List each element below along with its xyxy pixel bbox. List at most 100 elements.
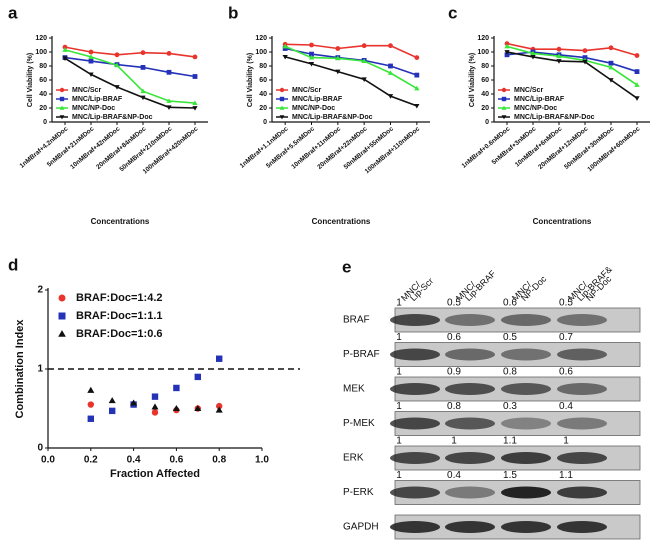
marker (308, 54, 315, 60)
band (445, 383, 495, 395)
marker (59, 96, 65, 102)
y-axis-label: Cell Viability (%) (27, 53, 34, 107)
x-axis-label: Concentrations (533, 217, 592, 226)
marker (166, 51, 172, 56)
marker (87, 401, 95, 408)
panel-label: e (342, 257, 351, 276)
row-label: P-BRAF (343, 349, 380, 360)
marker (387, 70, 394, 75)
y-axis-label: Combination Index (14, 319, 26, 419)
marker (88, 72, 94, 78)
marker (414, 55, 420, 60)
y-tick-label: 2 (37, 285, 43, 296)
band (445, 521, 495, 533)
band-value: 0.5 (503, 332, 517, 343)
marker (387, 94, 394, 99)
band-value: 1 (396, 332, 402, 343)
marker (173, 384, 180, 392)
marker (388, 43, 393, 49)
marker (582, 55, 588, 60)
marker (58, 312, 66, 320)
band-value: 0.7 (559, 332, 573, 343)
y-tick-label: 20 (259, 105, 267, 112)
marker (194, 373, 201, 381)
marker (504, 52, 510, 58)
band-value: 0.9 (447, 367, 461, 378)
x-tick-label: 20nMBraf+22nMDoc (316, 125, 369, 171)
marker (58, 294, 66, 302)
band-value: 1.5 (503, 470, 517, 481)
y-axis-label: Cell Viability (%) (469, 53, 476, 107)
y-tick-label: 100 (255, 49, 267, 56)
y-tick-label: 100 (35, 49, 47, 56)
series-line (64, 49, 196, 104)
marker (608, 60, 614, 66)
band (501, 348, 551, 361)
marker (335, 46, 341, 51)
marker (215, 406, 223, 413)
marker (634, 69, 640, 74)
marker (172, 404, 180, 412)
x-axis-label: Concentrations (91, 217, 150, 226)
marker (414, 103, 420, 109)
band (557, 486, 607, 499)
marker (192, 74, 198, 79)
marker (114, 52, 120, 58)
marker (282, 54, 288, 60)
marker (166, 105, 172, 110)
marker (166, 98, 172, 103)
marker (361, 43, 367, 49)
band-value: 0.4 (559, 401, 573, 412)
y-tick-label: 0 (43, 119, 47, 126)
marker (58, 330, 66, 337)
y-tick-label: 100 (477, 49, 489, 56)
y-tick-label: 0 (485, 119, 489, 126)
series-line (506, 51, 638, 99)
marker (335, 69, 341, 75)
marker (140, 50, 146, 56)
legend-label: MNC/Scr (514, 87, 543, 94)
band (445, 417, 495, 430)
legend-label: MNC/Lip-BRAF (514, 96, 565, 103)
marker (62, 56, 68, 61)
marker (87, 386, 95, 393)
band-value: 1.1 (559, 470, 573, 481)
panel-label: a (8, 3, 18, 22)
marker (361, 77, 367, 82)
x-tick-label: 50nMBraf+55nMDoc (343, 125, 396, 171)
marker (556, 53, 562, 59)
y-tick-label: 40 (481, 91, 489, 98)
y-tick-label: 120 (255, 35, 267, 42)
legend-label: MNC/Lip-BRAF&NP-Doc (514, 114, 595, 121)
marker (88, 49, 94, 55)
y-tick-label: 0 (37, 443, 43, 454)
y-tick-label: 60 (39, 77, 47, 84)
band (501, 452, 551, 464)
marker (501, 87, 507, 93)
series-line (284, 56, 418, 107)
panel-label: b (228, 3, 238, 22)
band-value: 1 (451, 436, 457, 447)
y-tick-label: 20 (39, 105, 47, 112)
marker (130, 399, 138, 406)
band-value: 1 (396, 298, 402, 309)
marker (608, 78, 614, 83)
band (445, 486, 495, 499)
marker (109, 407, 116, 415)
band-value: 1 (396, 401, 402, 412)
marker (634, 53, 640, 58)
x-tick-label: 0.0 (41, 455, 55, 466)
legend-label: MNC/NP-Doc (72, 105, 115, 112)
marker (62, 47, 68, 52)
x-tick-label: 10nMBraf+11nMDoc (290, 125, 342, 170)
band-value: 1 (396, 436, 402, 447)
marker (504, 50, 510, 55)
marker (151, 403, 159, 410)
band (557, 383, 607, 395)
band-value: 0.6 (559, 367, 573, 378)
y-tick-label: 80 (481, 63, 489, 70)
marker (308, 61, 315, 67)
x-tick-label: 0.6 (169, 455, 183, 466)
marker (108, 397, 116, 404)
